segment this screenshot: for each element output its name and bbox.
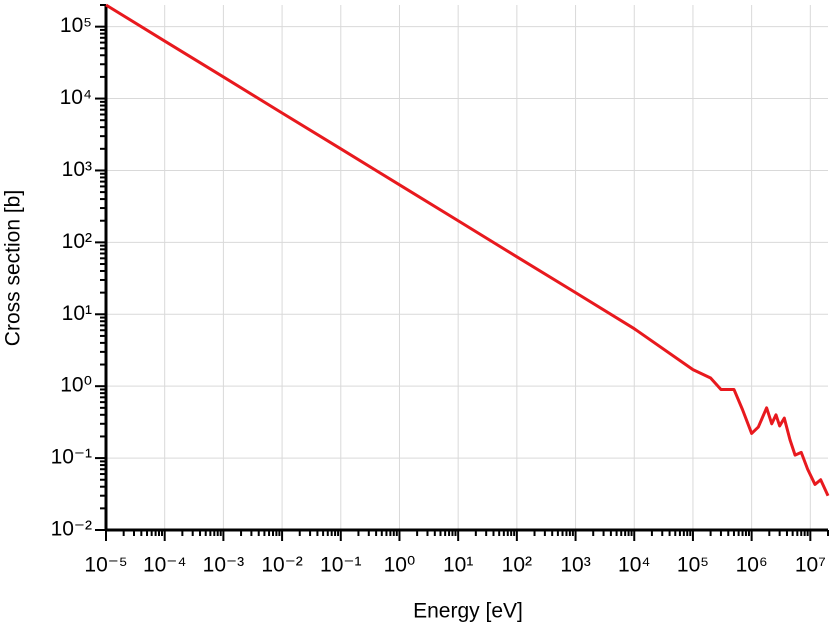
y-tick-label: 10² xyxy=(62,230,92,253)
x-tick-label: 10² xyxy=(502,554,532,577)
x-tick-label: 10⁻² xyxy=(261,554,302,577)
y-tick-label: 10⁴ xyxy=(60,86,92,109)
y-tick-label: 10³ xyxy=(62,158,92,181)
y-tick-label: 10¹ xyxy=(62,302,92,325)
x-tick-label: 10⁶ xyxy=(736,554,768,577)
y-tick-label: 10⁰ xyxy=(60,374,92,397)
y-tick-label: 10⁻² xyxy=(51,518,92,541)
series-line xyxy=(105,3,830,497)
x-tick-label: 10⁻⁴ xyxy=(143,554,186,577)
x-tick-label: 10⁻³ xyxy=(203,554,244,577)
x-tick-label: 10⁴ xyxy=(618,554,650,577)
y-tick-label: 10⁻¹ xyxy=(51,446,92,469)
x-tick-label: 10⁻¹ xyxy=(320,554,361,577)
y-axis-title: Cross section [b] xyxy=(2,190,25,346)
x-tick-label: 10³ xyxy=(560,554,590,577)
x-tick-label: 10⁻⁵ xyxy=(84,554,127,577)
x-axis-title: Energy [eV] xyxy=(413,600,523,623)
x-tick-label: 10⁵ xyxy=(677,554,709,577)
x-tick-label: 10¹ xyxy=(443,554,473,577)
x-tick-label: 10⁰ xyxy=(384,554,416,577)
x-tick-label: 10⁷ xyxy=(795,554,826,577)
y-tick-label: 10⁵ xyxy=(60,14,92,37)
